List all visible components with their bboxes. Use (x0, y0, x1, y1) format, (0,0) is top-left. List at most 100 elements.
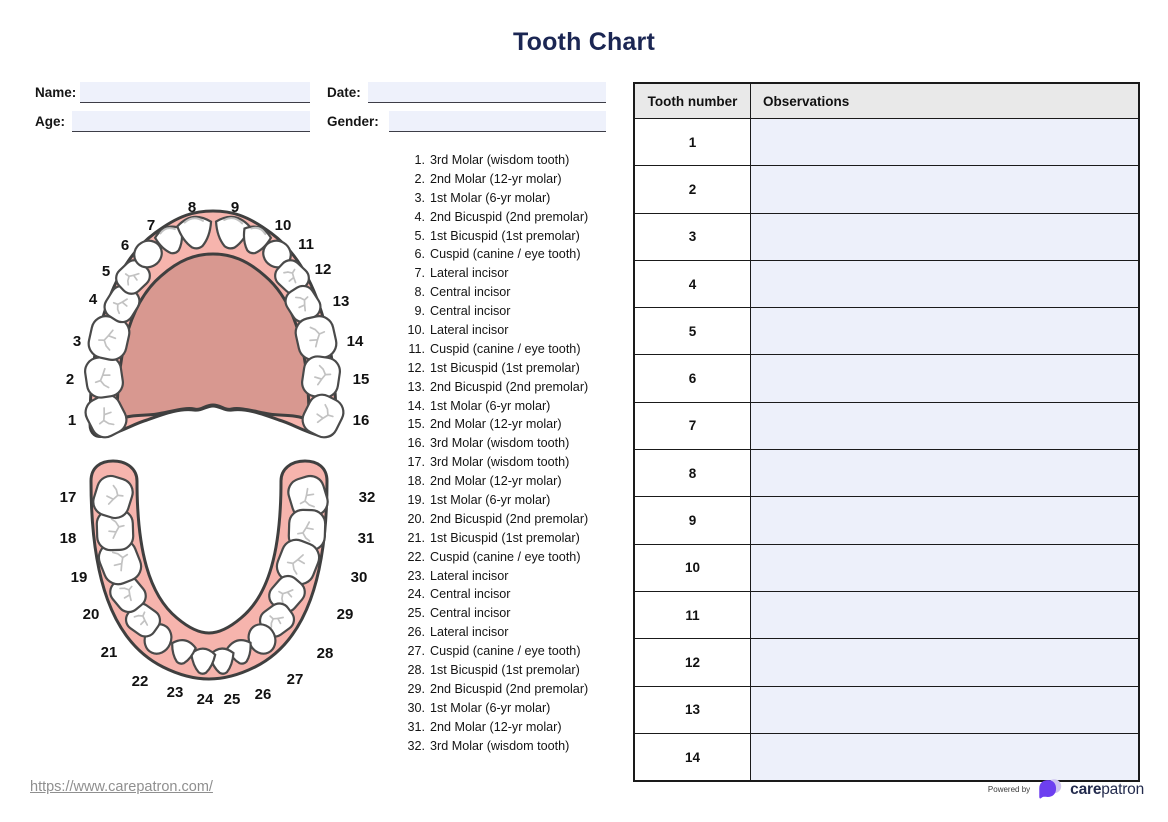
tooth-list-number: 11. (408, 341, 425, 356)
tooth-2-shape (84, 355, 124, 399)
observation-cell[interactable] (750, 732, 1140, 782)
tooth-list-name: 1st Molar (6-yr molar) (430, 700, 551, 715)
tooth-list-item: 32. 3rd Molar (wisdom tooth) (399, 737, 588, 756)
tooth-list-name: 2nd Molar (12-yr molar) (430, 719, 562, 734)
tooth-list-name: 3rd Molar (wisdom tooth) (430, 455, 570, 470)
tooth-list-name: 2nd Bicuspid (2nd premolar) (430, 379, 589, 394)
tooth-list-name: Central incisor (430, 606, 511, 621)
tooth-list-item: 14. 1st Molar (6-yr molar) (399, 397, 588, 416)
tooth-19-shape (275, 538, 321, 586)
tooth-list-item: 23. Lateral incisor (399, 567, 588, 586)
tooth-list-item: 11. Cuspid (canine / eye tooth) (399, 340, 588, 359)
tooth-list-name: Lateral incisor (430, 568, 509, 583)
observations-table: Tooth number Observations 1 2 3 4 5 6 7 8 9 10 11 1… (633, 82, 1140, 783)
tooth-list-number: 27. (407, 644, 425, 659)
tooth-number-cell: 11 (633, 590, 751, 640)
table-row: 1 (633, 117, 1140, 167)
tooth-4-label: 4 (89, 291, 98, 308)
table-row: 6 (633, 354, 1140, 403)
tooth-7-shape (153, 225, 184, 255)
tooth-number-cell: 5 (633, 307, 751, 356)
tooth-3-label: 3 (73, 333, 81, 350)
tooth-list-item: 31. 2nd Molar (12-yr molar) (399, 718, 588, 737)
tooth-21-label: 21 (101, 644, 118, 661)
observations-header: Observations (750, 82, 1140, 119)
observation-cell[interactable] (750, 354, 1140, 403)
tooth-list-item: 2. 2nd Molar (12-yr molar) (399, 170, 588, 189)
table-row: 2 (633, 165, 1140, 214)
tooth-list-name: Cuspid (canine / eye tooth) (430, 247, 581, 262)
observation-cell[interactable] (750, 307, 1140, 356)
tooth-list-item: 21. 1st Bicuspid (1st premolar) (399, 529, 588, 548)
observation-cell[interactable] (750, 685, 1140, 734)
age-field[interactable] (72, 111, 310, 132)
observation-cell[interactable] (750, 496, 1140, 545)
gender-field[interactable] (389, 111, 606, 132)
tooth-list-item: 27. Cuspid (canine / eye tooth) (399, 642, 588, 661)
tooth-list-number: 24. (407, 587, 425, 602)
date-field[interactable] (368, 82, 606, 103)
observation-cell[interactable] (750, 259, 1140, 309)
tooth-27-label: 27 (287, 671, 304, 688)
tooth-list-number: 1. (414, 153, 425, 167)
tooth-list-name: Cuspid (canine / eye tooth) (430, 549, 581, 564)
tooth-number-cell: 13 (633, 685, 751, 734)
tooth-28-shape (124, 602, 162, 638)
tooth-name-list: 1. 3rd Molar (wisdom tooth) 2. 2nd Molar (1… (399, 151, 588, 756)
tooth-list-item: 6. Cuspid (canine / eye tooth) (399, 245, 588, 264)
observation-cell[interactable] (750, 212, 1140, 261)
tooth-list-number: 10. (407, 323, 425, 338)
carepatron-logo-icon (1039, 779, 1062, 799)
tooth-list-number: 12. (407, 360, 425, 375)
tooth-number-cell: 12 (633, 638, 751, 687)
tooth-list-number: 29. (407, 681, 425, 696)
tooth-list-name: Lateral incisor (430, 266, 509, 281)
tooth-18-label: 18 (60, 530, 76, 547)
tooth-28-label: 28 (317, 645, 334, 662)
tooth-list-number: 26. (407, 625, 425, 640)
tooth-23-label: 23 (167, 684, 184, 701)
tooth-list-item: 4. 2nd Bicuspid (2nd premolar) (399, 208, 588, 227)
tooth-list-number: 5. (414, 228, 425, 243)
tooth-list-number: 22. (407, 549, 425, 564)
tooth-list-number: 18. (407, 474, 425, 489)
tooth-list-item: 10. Lateral incisor (399, 321, 588, 340)
observation-cell[interactable] (750, 117, 1140, 167)
tooth-list-item: 22. Cuspid (canine / eye tooth) (399, 548, 588, 567)
tooth-list-item: 8. Central incisor (399, 283, 588, 302)
tooth-list-name: 3rd Molar (wisdom tooth) (430, 153, 570, 167)
table-row: 12 (633, 638, 1140, 687)
observation-cell[interactable] (750, 638, 1140, 687)
tooth-8-label: 8 (188, 199, 196, 216)
tooth-7-label: 7 (147, 217, 155, 234)
tooth-list-item: 5. 1st Bicuspid (1st premolar) (399, 227, 588, 246)
table-row: 7 (633, 401, 1140, 451)
tooth-list-number: 6. (414, 247, 425, 262)
footer-url[interactable]: https://www.carepatron.com/ (30, 779, 213, 795)
tooth-list-item: 19. 1st Molar (6-yr molar) (399, 491, 588, 510)
tooth-list-number: 17. (407, 455, 425, 470)
name-field[interactable] (80, 82, 310, 103)
tooth-26-label: 26 (255, 686, 272, 703)
observation-cell[interactable] (750, 543, 1140, 592)
tooth-list-name: 3rd Molar (wisdom tooth) (430, 436, 570, 451)
tooth-list-name: 1st Bicuspid (1st premolar) (430, 228, 580, 243)
tooth-number-cell: 1 (633, 117, 751, 167)
tooth-list-name: 1st Bicuspid (1st premolar) (430, 530, 580, 545)
observation-cell[interactable] (750, 401, 1140, 451)
observation-cell[interactable] (750, 165, 1140, 214)
tooth-list-number: 28. (407, 663, 425, 678)
observation-cell[interactable] (750, 449, 1140, 498)
tooth-list-item: 18. 2nd Molar (12-yr molar) (399, 472, 588, 491)
tooth-list-name: 3rd Molar (wisdom tooth) (430, 738, 570, 753)
tooth-30-label: 30 (351, 569, 368, 586)
tooth-list-item: 25. Central incisor (399, 604, 588, 623)
tooth-list-number: 31. (407, 719, 425, 734)
date-label: Date: (327, 85, 361, 100)
observation-cell[interactable] (750, 590, 1140, 640)
tooth-12-label: 12 (315, 261, 332, 278)
age-label: Age: (35, 114, 65, 129)
tooth-list-item: 17. 3rd Molar (wisdom tooth) (399, 453, 588, 472)
tooth-list-name: 2nd Bicuspid (2nd premolar) (430, 681, 589, 696)
tooth-number-cell: 3 (633, 212, 751, 261)
